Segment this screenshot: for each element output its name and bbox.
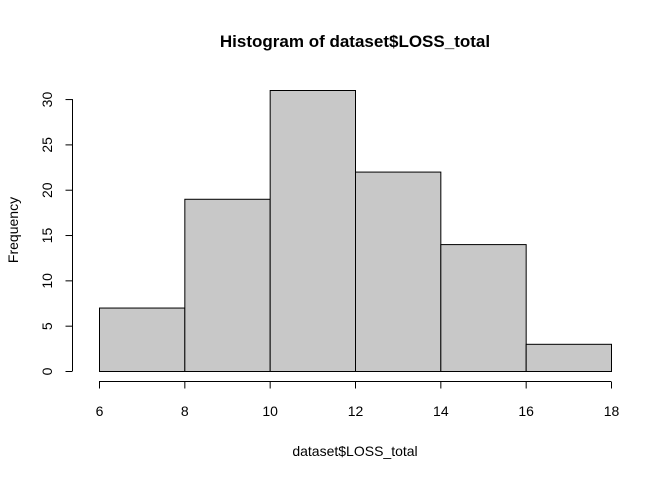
chart-title: Histogram of dataset$LOSS_total	[220, 32, 490, 51]
y-axis-label: Frequency	[5, 197, 21, 263]
y-tick-label: 20	[39, 182, 55, 198]
histogram-bar-4	[440, 244, 527, 372]
histogram-bar-0	[99, 307, 186, 373]
x-tick-label: 16	[518, 403, 534, 419]
histogram-bar-3	[355, 171, 442, 372]
x-tick-label: 6	[96, 403, 104, 419]
histogram-bar-2	[269, 90, 356, 372]
histogram-bar-5	[525, 343, 613, 373]
x-tick-label: 8	[181, 403, 189, 419]
y-tick-label: 30	[39, 92, 55, 108]
y-tick-label: 25	[39, 137, 55, 153]
y-tick-label: 15	[39, 228, 55, 244]
y-axis: 0 5 10 15 20 25 30	[39, 92, 73, 375]
y-tick-label: 10	[39, 273, 55, 289]
bars-group	[99, 90, 613, 373]
x-tick-label: 10	[262, 403, 278, 419]
x-axis: 6 8 10 12 14 16 18	[96, 381, 620, 419]
x-tick-label: 14	[433, 403, 449, 419]
histogram-bar-1	[184, 198, 271, 372]
x-tick-label: 18	[604, 403, 620, 419]
y-tick-label: 0	[39, 367, 55, 375]
x-tick-label: 12	[348, 403, 364, 419]
x-axis-label: dataset$LOSS_total	[292, 443, 417, 459]
y-tick-label: 5	[39, 322, 55, 330]
